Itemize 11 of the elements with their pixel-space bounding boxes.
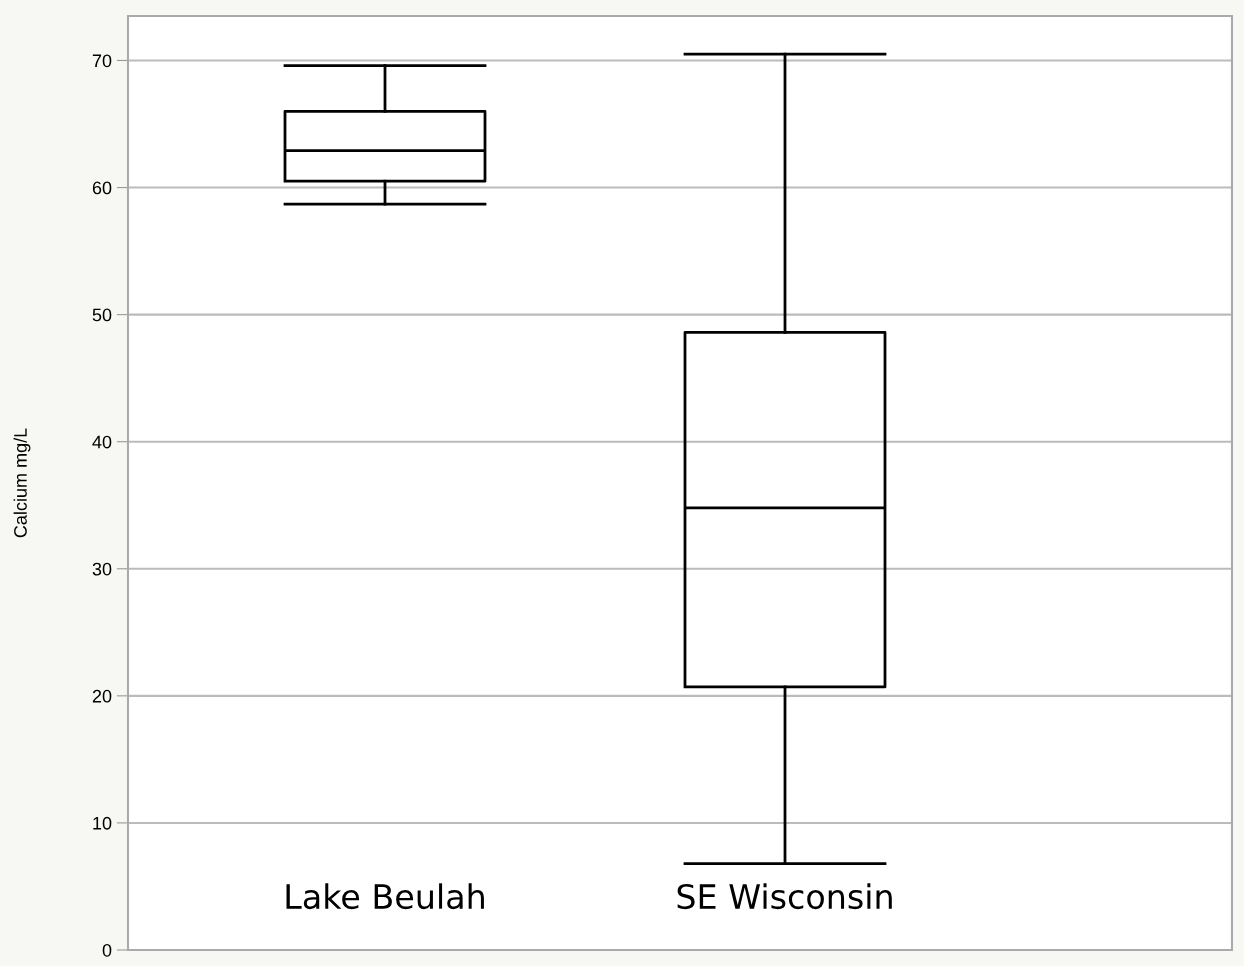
y-tick-label: 40 <box>92 435 112 449</box>
y-axis-title: Calcium mg/L <box>13 428 31 538</box>
y-tick-label: 30 <box>92 562 112 576</box>
x-tick-label: SE Wisconsin <box>677 883 892 910</box>
y-tick-label: 10 <box>93 816 112 830</box>
x-tick-label: Lake Beulah <box>286 883 484 910</box>
y-tick-label: 70 <box>92 54 112 68</box>
y-tick-label: 60 <box>92 181 112 195</box>
y-tick-label: 20 <box>92 689 112 703</box>
y-tick-label: 50 <box>92 308 112 322</box>
y-tick-label: 0 <box>102 943 112 957</box>
